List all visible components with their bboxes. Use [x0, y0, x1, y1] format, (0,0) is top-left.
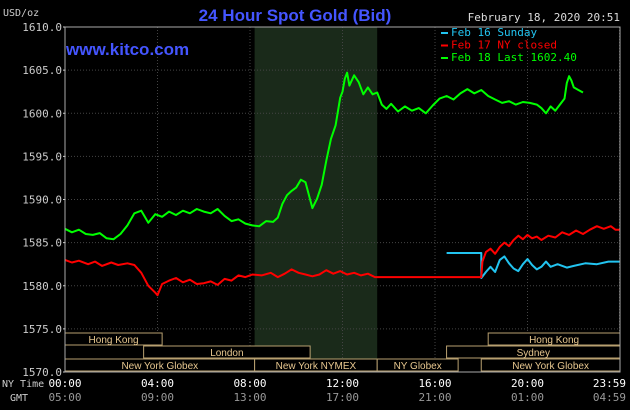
series-layer: [64, 71, 620, 297]
chart-timestamp: February 18, 2020 20:51: [468, 11, 620, 24]
y-tick-label: 1575.0: [22, 323, 62, 336]
series-line: [446, 252, 620, 279]
session-label: New York Globex: [512, 361, 589, 372]
ny-tick-label: 00:00: [48, 377, 81, 390]
site-watermark: www.kitco.com: [65, 40, 189, 59]
y-tick-label: 1600.0: [22, 107, 62, 120]
gmt-tick-label: 01:00: [511, 391, 544, 404]
y-axis-ticks: 1610.0 1605.0 1600.0 1595.0 1590.0 1585.0 1580…: [22, 21, 65, 379]
session-label: London: [210, 348, 243, 359]
session-bars: Hong Kong London New York Globex New York N…: [64, 332, 621, 372]
y-tick-label: 1580.0: [22, 280, 62, 293]
series-line: [64, 225, 620, 297]
gmt-tick-label: 05:00: [48, 391, 81, 404]
session-label: New York NYMEX: [276, 361, 357, 372]
series-line: [64, 71, 584, 241]
ny-time-label: NY Time: [2, 379, 44, 390]
ny-tick-label: 16:00: [418, 377, 451, 390]
ny-tick-label: 23:59: [593, 377, 626, 390]
chart-title: 24 Hour Spot Gold (Bid): [199, 6, 392, 25]
ny-tick-label: 04:00: [141, 377, 174, 390]
session-label: New York Globex: [121, 361, 198, 372]
gmt-tick-label: 13:00: [233, 391, 266, 404]
legend-label: Feb 17 NY closed: [451, 39, 557, 52]
gmt-tick-label: 21:00: [418, 391, 451, 404]
legend-label: Feb 16 Sunday: [451, 26, 537, 39]
ny-tick-label: 20:00: [511, 377, 544, 390]
y-tick-label: 1570.0: [22, 366, 62, 379]
session-label: NY Globex: [394, 361, 442, 372]
gmt-label: GMT: [10, 393, 28, 404]
y-tick-label: 1590.0: [22, 194, 62, 207]
session-bar: [143, 345, 311, 359]
session-bar: [376, 358, 459, 372]
legend-label: Feb 18 Last 1602.40: [451, 51, 577, 64]
ny-tick-label: 12:00: [326, 377, 359, 390]
session-label: Hong Kong: [89, 335, 139, 346]
gmt-tick-label: 17:00: [326, 391, 359, 404]
y-axis-label: USD/oz: [3, 8, 39, 19]
gmt-tick-label: 04:59: [593, 391, 626, 404]
y-tick-label: 1605.0: [22, 64, 62, 77]
session-label: Hong Kong: [529, 335, 579, 346]
y-tick-label: 1585.0: [22, 237, 62, 250]
y-tick-label: 1595.0: [22, 150, 62, 163]
session-label: Sydney: [517, 348, 550, 359]
ny-tick-label: 08:00: [233, 377, 266, 390]
y-tick-label: 1610.0: [22, 21, 62, 34]
gmt-tick-label: 09:00: [141, 391, 174, 404]
